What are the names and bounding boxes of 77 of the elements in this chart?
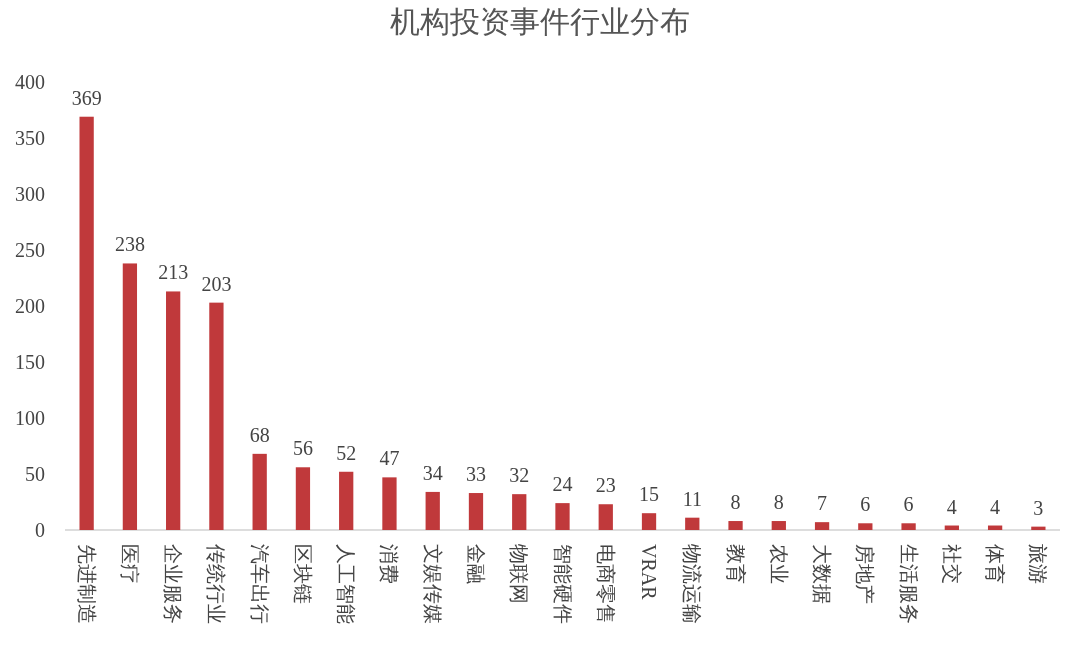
data-label: 11 [682,487,702,510]
y-tick-label: 400 [15,71,45,93]
bar [339,471,354,530]
bar [79,116,94,530]
x-tick-label: 农业 [767,544,790,584]
y-tick-label: 150 [15,351,45,373]
x-tick-label: 物联网 [508,544,531,604]
data-label: 52 [336,441,357,464]
x-tick-label: 汽车出行 [248,544,271,624]
bar [209,302,224,530]
x-tick-label: 医疗 [118,544,141,584]
x-tick-label: 物流运输 [681,544,704,624]
data-label: 34 [422,461,443,484]
data-label: 68 [249,423,270,446]
data-label: 15 [639,483,660,506]
y-tick-label: 300 [15,183,45,205]
x-tick-label: 智能硬件 [551,544,574,624]
bar [555,503,570,530]
x-tick-label: 企业服务 [162,544,185,624]
data-label: 213 [158,261,189,284]
x-tick-label: 教育 [724,544,747,584]
data-label: 238 [114,233,145,256]
data-label: 24 [552,473,573,496]
y-tick-label: 100 [15,407,45,429]
bar [685,517,700,530]
x-tick-label: 区块链 [291,544,314,604]
bar [858,523,873,530]
x-tick-label: 社交 [940,544,963,584]
x-tick-label: 金融 [464,544,487,584]
data-label: 7 [817,492,828,515]
x-tick-label: 体育 [984,544,1007,584]
bar [382,477,397,530]
data-label: 32 [509,464,530,487]
x-tick-label: 先进制造 [75,544,98,624]
x-tick-label: VRAR [638,544,661,601]
bar [641,513,657,530]
data-label: 4 [990,495,1001,518]
x-tick-label: 消费 [378,544,401,584]
bar [295,467,311,530]
data-label: 3 [1033,496,1044,519]
data-label: 8 [773,491,784,514]
bar [468,493,484,530]
x-tick-label: 大数据 [811,544,834,604]
bar [728,521,743,530]
x-tick-label: 房地产 [854,544,877,604]
y-tick-label: 350 [15,127,45,149]
bar [425,491,440,530]
y-tick-label: 250 [15,239,45,261]
bar [771,521,786,530]
data-label: 47 [379,447,400,470]
data-label: 23 [595,474,616,497]
data-label: 369 [71,86,102,109]
bar [122,263,138,530]
data-label: 8 [730,491,741,514]
data-label: 56 [292,437,313,460]
x-tick-label: 旅游 [1027,544,1050,584]
chart-title: 机构投资事件行业分布 [390,5,690,38]
y-tick-label: 200 [15,295,45,317]
bar [166,291,181,530]
x-tick-label: 人工智能 [335,544,358,624]
bar [1031,526,1046,530]
bar [901,523,916,530]
bar [252,453,267,530]
data-label: 6 [860,493,871,516]
y-tick-label: 0 [35,519,45,541]
y-tick-label: 50 [25,463,45,485]
data-label: 6 [903,493,914,516]
bar [814,522,830,530]
data-label: 203 [201,272,232,295]
bar [598,504,613,530]
x-tick-label: 传统行业 [205,544,228,624]
x-tick-label: 生活服务 [897,544,920,624]
x-tick-label: 电商零售 [594,544,617,624]
x-tick-label: 文娱传媒 [421,544,444,624]
data-label: 33 [465,463,486,486]
bar [512,494,527,530]
data-label: 4 [946,495,957,518]
